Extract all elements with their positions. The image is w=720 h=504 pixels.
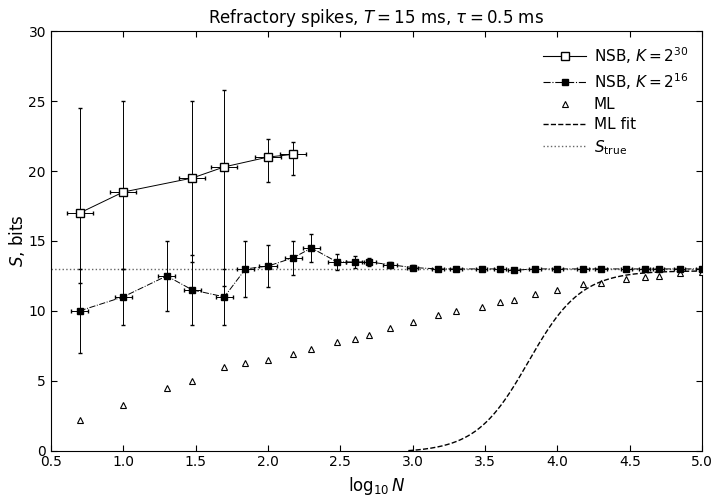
Y-axis label: $S$, bits: $S$, bits xyxy=(7,215,27,267)
X-axis label: $\log_{10} N$: $\log_{10} N$ xyxy=(348,475,405,497)
Title: Refractory spikes, $T = 15$ ms, $\tau = 0.5$ ms: Refractory spikes, $T = 15$ ms, $\tau = … xyxy=(209,7,544,29)
Legend: NSB, $K{=}2^{30}$, NSB, $K{=}2^{16}$, ML, ML fit, $S_\mathrm{true}$: NSB, $K{=}2^{30}$, NSB, $K{=}2^{16}$, ML… xyxy=(537,39,695,163)
